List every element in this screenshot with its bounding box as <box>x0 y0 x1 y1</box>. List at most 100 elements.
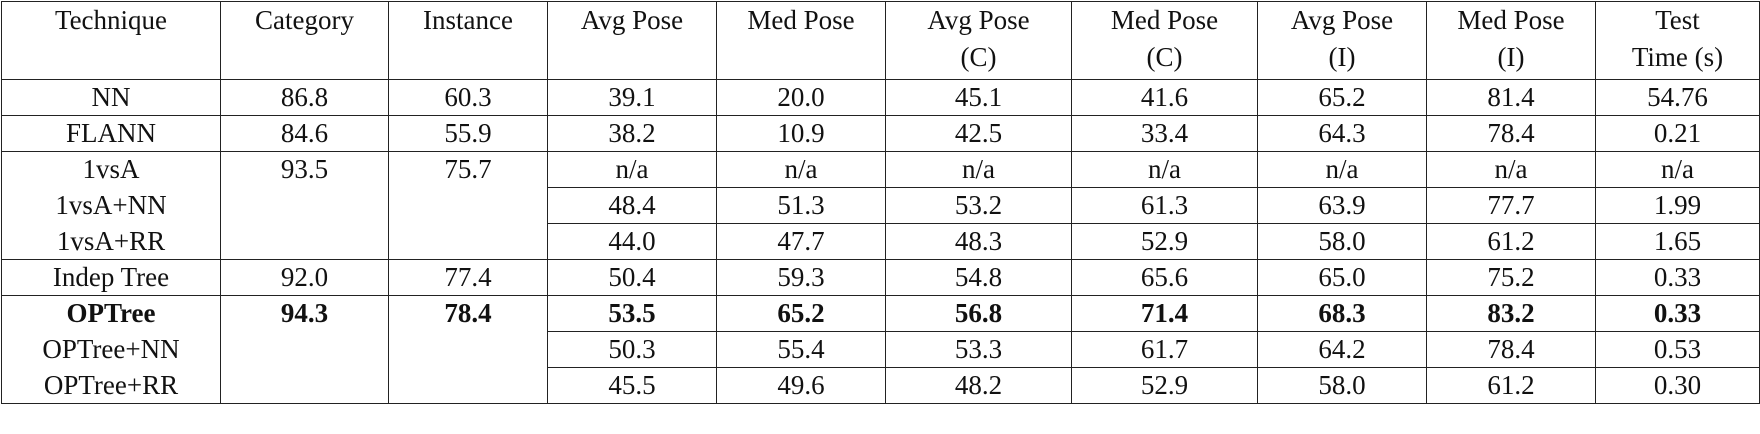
table-cell: 55.9 <box>388 115 548 152</box>
table-cell: 78.4 <box>1426 115 1596 152</box>
table-cell <box>220 367 389 404</box>
table-cell: 60.3 <box>388 79 548 116</box>
table-row: 1vsA+NN 48.4 51.3 53.2 61.3 63.9 77.7 1.99 <box>1 187 1760 224</box>
table-cell: 78.4 <box>388 295 548 332</box>
table-cell: 64.2 <box>1257 331 1427 368</box>
header-text: Instance <box>423 5 513 35</box>
table-cell: 61.7 <box>1071 331 1258 368</box>
table-cell: 0.33 <box>1595 295 1760 332</box>
table-cell: 0.33 <box>1595 259 1760 296</box>
header-text: Test <box>1655 5 1700 35</box>
table-row: OPTree+RR 45.5 49.6 48.2 52.9 58.0 61.2 0.30 <box>1 367 1760 404</box>
table-cell: 78.4 <box>1426 331 1596 368</box>
table-cell: 10.9 <box>716 115 886 152</box>
table-cell: n/a <box>1257 151 1427 188</box>
table-cell: 49.6 <box>716 367 886 404</box>
table-cell: 94.3 <box>220 295 389 332</box>
header-text: Avg Pose <box>927 5 1030 35</box>
header-text: (C) <box>1146 42 1183 72</box>
table-cell: 77.7 <box>1426 187 1596 224</box>
table-cell: 53.2 <box>885 187 1072 224</box>
table-cell: 77.4 <box>388 259 548 296</box>
table-cell: 54.76 <box>1595 79 1760 116</box>
table-cell: 1vsA+RR <box>1 223 221 260</box>
table-cell: 38.2 <box>547 115 717 152</box>
header-text: Time (s) <box>1631 42 1724 72</box>
header-text: (I) <box>1497 42 1525 72</box>
table-cell: 75.2 <box>1426 259 1596 296</box>
table-cell: 83.2 <box>1426 295 1596 332</box>
table-row: OPTree 94.3 78.4 53.5 65.2 56.8 71.4 68.3 83.2 0.… <box>1 295 1760 332</box>
table-cell: 65.0 <box>1257 259 1427 296</box>
table-cell: 50.4 <box>547 259 717 296</box>
table-cell: 58.0 <box>1257 223 1427 260</box>
header-cell: Avg Pose (C) <box>885 1 1072 80</box>
table-cell: 92.0 <box>220 259 389 296</box>
table-cell: n/a <box>885 151 1072 188</box>
table-cell: 65.6 <box>1071 259 1258 296</box>
header-cell: Category <box>220 1 389 80</box>
table-cell: 68.3 <box>1257 295 1427 332</box>
table-cell: 42.5 <box>885 115 1072 152</box>
table-cell: Indep Tree <box>1 259 221 296</box>
header-cell: Med Pose (C) <box>1071 1 1258 80</box>
table-cell: 0.21 <box>1595 115 1760 152</box>
table-cell <box>388 187 548 224</box>
table-cell <box>388 367 548 404</box>
table-cell: 93.5 <box>220 151 389 188</box>
header-text: Avg Pose <box>1290 5 1394 35</box>
table-body: NN 86.8 60.3 39.1 20.0 45.1 41.6 65.2 81.4 54.76 F… <box>1 79 1760 404</box>
table-cell: 53.3 <box>885 331 1072 368</box>
table-cell <box>388 223 548 260</box>
table-cell: OPTree+RR <box>1 367 221 404</box>
header-text: Avg Pose <box>580 5 684 35</box>
table-cell <box>220 187 389 224</box>
table-cell: 47.7 <box>716 223 886 260</box>
table-cell: OPTree+NN <box>1 331 221 368</box>
header-text: Med Pose <box>1457 5 1565 35</box>
header-text: Category <box>255 5 354 35</box>
table-cell: 54.8 <box>885 259 1072 296</box>
table-cell: 63.9 <box>1257 187 1427 224</box>
table-cell: 52.9 <box>1071 367 1258 404</box>
table-cell: 48.4 <box>547 187 717 224</box>
table-cell <box>220 331 389 368</box>
table-cell: 55.4 <box>716 331 886 368</box>
header-cell: Med Pose (I) <box>1426 1 1596 80</box>
table-cell: 84.6 <box>220 115 389 152</box>
table-cell: 75.7 <box>388 151 548 188</box>
header-text: Med Pose <box>1110 5 1219 35</box>
table-cell: OPTree <box>1 295 221 332</box>
table-cell: n/a <box>1071 151 1258 188</box>
table-cell: n/a <box>547 151 717 188</box>
table-cell: 61.2 <box>1426 223 1596 260</box>
table-cell: 0.30 <box>1595 367 1760 404</box>
table-cell: 45.1 <box>885 79 1072 116</box>
table-row: NN 86.8 60.3 39.1 20.0 45.1 41.6 65.2 81.4 54.76 <box>1 79 1760 116</box>
header-cell: Instance <box>388 1 548 80</box>
table-cell: 20.0 <box>716 79 886 116</box>
header-text: (C) <box>960 42 997 72</box>
table-cell: 51.3 <box>716 187 886 224</box>
table-row: FLANN 84.6 55.9 38.2 10.9 42.5 33.4 64.3 78.4 0.2… <box>1 115 1760 152</box>
table-cell: 86.8 <box>220 79 389 116</box>
table-cell: 81.4 <box>1426 79 1596 116</box>
header-cell: Avg Pose <box>547 1 717 80</box>
table-cell: 61.2 <box>1426 367 1596 404</box>
table-cell: 64.3 <box>1257 115 1427 152</box>
table-cell: 59.3 <box>716 259 886 296</box>
header-text: Med Pose <box>747 5 855 35</box>
header-cell: Test Time (s) <box>1595 1 1760 80</box>
table-cell: 56.8 <box>885 295 1072 332</box>
table-cell: 44.0 <box>547 223 717 260</box>
header-cell: Med Pose <box>716 1 886 80</box>
table-cell: 52.9 <box>1071 223 1258 260</box>
table-cell: 48.3 <box>885 223 1072 260</box>
results-table: Technique Category Instance Avg Pose Med Pos… <box>1 1 1760 404</box>
table-cell <box>388 331 548 368</box>
table-cell: 39.1 <box>547 79 717 116</box>
header-cell: Avg Pose (I) <box>1257 1 1427 80</box>
table-cell: 65.2 <box>1257 79 1427 116</box>
table-cell: 1vsA+NN <box>1 187 221 224</box>
